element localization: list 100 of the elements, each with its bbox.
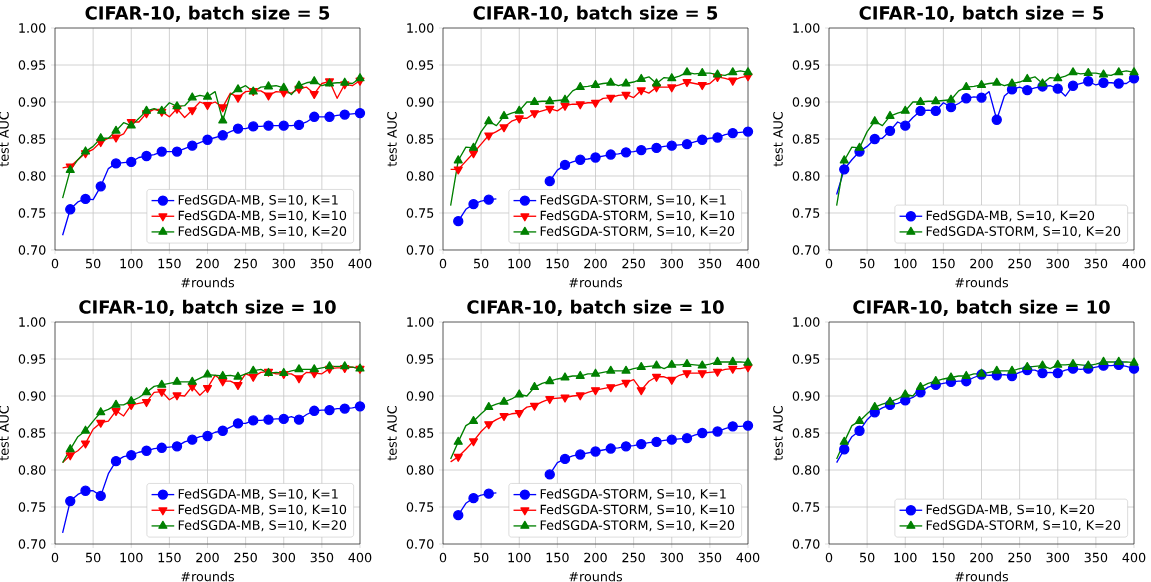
y-tick-label: 0.90 — [792, 97, 820, 107]
y-tick-label: 0.85 — [18, 428, 46, 438]
y-tick-label: 0.75 — [792, 502, 820, 512]
x-tick-label: 350 — [310, 258, 334, 269]
x-tick-label: 300 — [1046, 552, 1070, 563]
x-tick-label: 200 — [584, 552, 607, 563]
x-tick-label: 50 — [474, 258, 489, 269]
y-tick-label: 0.70 — [18, 539, 46, 549]
y-tick-label: 0.80 — [406, 171, 434, 181]
x-axis-title: #rounds — [569, 277, 623, 288]
y-tick-label: 0.75 — [792, 208, 820, 218]
y-tick-label: 0.70 — [792, 245, 820, 255]
x-tick-label: 400 — [1122, 258, 1146, 269]
x-tick-label: 0 — [439, 258, 447, 269]
chart-title: CIFAR-10, batch size = 10 — [853, 299, 1110, 316]
x-tick-label: 350 — [310, 552, 334, 563]
x-tick-label: 300 — [660, 258, 684, 269]
x-tick-label: 100 — [120, 258, 143, 269]
y-axis-title: test AUC — [0, 111, 9, 167]
x-tick-label: 0 — [51, 552, 59, 563]
x-tick-label: 250 — [1008, 552, 1031, 563]
x-tick-label: 0 — [51, 258, 59, 269]
x-tick-label: 350 — [698, 552, 722, 563]
y-tick-label: 0.75 — [406, 208, 434, 218]
legend-label: FedSGDA-MB, S=10, K=10 — [178, 210, 347, 222]
y-axis-title: test AUC — [387, 405, 397, 461]
y-tick-label: 0.90 — [792, 391, 820, 401]
y-tick-label: 1.00 — [19, 317, 46, 327]
x-tick-label: 400 — [736, 552, 760, 563]
x-tick-label: 400 — [1122, 552, 1146, 563]
y-tick-label: 0.85 — [792, 134, 820, 144]
x-axis-title: #rounds — [181, 571, 235, 582]
x-tick-label: 300 — [272, 258, 296, 269]
legend-label: FedSGDA-STORM, S=10, K=10 — [540, 504, 735, 516]
legend-label: FedSGDA-STORM, S=10, K=20 — [540, 226, 735, 238]
x-tick-label: 150 — [546, 258, 569, 269]
y-tick-label: 0.90 — [406, 391, 434, 401]
y-tick-label: 0.85 — [406, 134, 434, 144]
y-tick-label: 0.80 — [18, 465, 46, 475]
x-tick-label: 50 — [474, 552, 489, 563]
y-tick-label: 0.80 — [792, 171, 820, 181]
x-tick-label: 250 — [622, 258, 645, 269]
x-tick-label: 300 — [1046, 258, 1070, 269]
y-tick-label: 0.85 — [18, 134, 46, 144]
legend-label: FedSGDA-STORM, S=10, K=20 — [926, 226, 1121, 238]
x-axis-title: #rounds — [569, 571, 623, 582]
y-tick-label: 0.85 — [406, 428, 434, 438]
legend-label: FedSGDA-STORM, S=10, K=20 — [540, 520, 735, 532]
x-tick-label: 400 — [348, 258, 372, 269]
x-tick-label: 100 — [508, 258, 531, 269]
x-tick-label: 250 — [234, 552, 257, 563]
x-tick-label: 100 — [894, 552, 917, 563]
legend-label: FedSGDA-MB, S=10, K=1 — [178, 488, 338, 500]
x-tick-label: 250 — [234, 258, 257, 269]
legend-label: FedSGDA-MB, S=10, K=20 — [178, 226, 347, 238]
y-tick-label: 0.70 — [792, 539, 820, 549]
x-tick-label: 150 — [932, 552, 955, 563]
y-tick-label: 1.00 — [793, 317, 820, 327]
x-tick-label: 0 — [825, 552, 833, 563]
x-tick-label: 400 — [736, 258, 760, 269]
chart-title: CIFAR-10, batch size = 5 — [859, 5, 1104, 22]
x-tick-label: 200 — [970, 552, 993, 563]
chart-title: CIFAR-10, batch size = 10 — [467, 299, 724, 316]
x-tick-label: 50 — [85, 552, 101, 563]
x-tick-label: 200 — [584, 258, 607, 269]
x-tick-label: 150 — [546, 552, 569, 563]
y-tick-label: 0.90 — [18, 97, 46, 107]
y-tick-label: 1.00 — [793, 23, 820, 33]
x-tick-label: 200 — [970, 258, 993, 269]
legend-label: FedSGDA-MB, S=10, K=1 — [178, 194, 338, 206]
y-tick-label: 0.85 — [792, 428, 820, 438]
x-tick-label: 300 — [272, 552, 296, 563]
y-axis-title: test AUC — [773, 111, 783, 167]
x-tick-label: 0 — [439, 552, 447, 563]
x-tick-label: 150 — [932, 258, 955, 269]
x-tick-label: 300 — [660, 552, 684, 563]
y-tick-label: 0.70 — [18, 245, 46, 255]
x-tick-label: 350 — [1084, 552, 1108, 563]
chart-title: CIFAR-10, batch size = 10 — [79, 299, 336, 316]
x-tick-label: 250 — [622, 552, 645, 563]
x-tick-label: 350 — [1084, 258, 1108, 269]
y-tick-label: 0.75 — [406, 502, 434, 512]
y-tick-label: 0.95 — [792, 60, 820, 70]
x-axis-title: #rounds — [955, 571, 1009, 582]
y-tick-label: 0.95 — [406, 354, 434, 364]
x-tick-label: 50 — [860, 258, 875, 269]
chart-title: CIFAR-10, batch size = 5 — [85, 5, 330, 22]
y-tick-label: 0.95 — [18, 354, 46, 364]
x-axis-title: #rounds — [955, 277, 1009, 288]
x-tick-label: 250 — [1008, 258, 1031, 269]
y-tick-label: 0.70 — [406, 539, 434, 549]
y-tick-label: 1.00 — [19, 23, 46, 33]
x-tick-label: 50 — [860, 552, 875, 563]
y-tick-label: 0.80 — [406, 465, 434, 475]
y-tick-label: 0.90 — [18, 391, 46, 401]
x-tick-label: 400 — [348, 552, 372, 563]
legend-label: FedSGDA-MB, S=10, K=20 — [178, 520, 347, 532]
legend-label: FedSGDA-STORM, S=10, K=1 — [540, 194, 726, 206]
legend-label: FedSGDA-MB, S=10, K=10 — [178, 504, 347, 516]
x-tick-label: 350 — [698, 258, 722, 269]
